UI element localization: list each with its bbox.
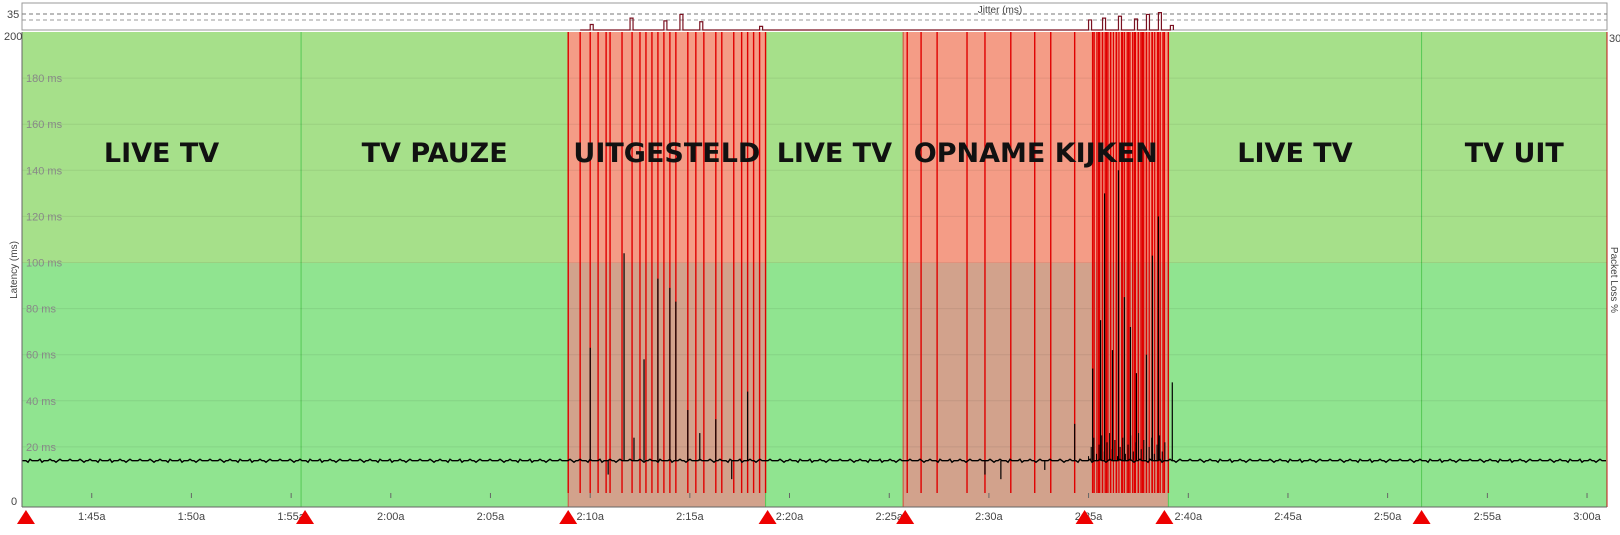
x-tick-label: 2:50a <box>1374 511 1402 523</box>
event-marker[interactable] <box>896 510 915 524</box>
y-tick-label: 60 ms <box>26 350 56 362</box>
segment-label: LIVE TV <box>1237 138 1352 169</box>
segment-upper-band <box>765 32 904 263</box>
y2-axis-top-label: 30 <box>1609 33 1620 45</box>
packet-loss-series <box>567 32 1170 493</box>
plot-area: LIVE TV TV PAUZE UITGESTELD LIVE TV OPNAME K… <box>22 32 1607 507</box>
event-marker[interactable] <box>296 510 315 524</box>
segment-floor-band <box>1421 493 1607 507</box>
y-tick-label: 180 ms <box>26 73 63 85</box>
x-tick-label: 3:00a <box>1573 511 1601 523</box>
x-tick-label: 2:20a <box>776 511 804 523</box>
x-tick-labels: 1:45a 1:50a 1:55a 2:00a 2:05a 2:10a 2:15a 2:20a… <box>78 493 1602 523</box>
axes: 200 0 30 Latency (ms) Packet Loss % 1:45… <box>4 31 1620 524</box>
segment-label: LIVE TV <box>104 138 219 169</box>
y-tick-label: 140 ms <box>26 165 63 177</box>
segment-floor-band <box>765 493 904 507</box>
jitter-title: Jitter (ms) <box>978 5 1022 16</box>
y-tick-label: 20 ms <box>26 442 56 454</box>
segment-lower-band <box>1168 263 1422 493</box>
x-tick-label: 1:45a <box>78 511 106 523</box>
y-tick-label: 160 ms <box>26 119 63 131</box>
x-tick-label: 2:25a <box>875 511 903 523</box>
segment-lower-band <box>568 263 766 493</box>
segment-floor-band <box>1168 493 1422 507</box>
segment-upper-band <box>1421 32 1607 263</box>
y2-axis-title: Packet Loss % <box>1608 247 1619 313</box>
segment-floor-band <box>568 493 766 507</box>
x-tick-label: 2:30a <box>975 511 1003 523</box>
y-axis-top-label: 200 <box>4 31 22 43</box>
jitter-max-label: 35 <box>7 9 19 21</box>
x-tick-label: 2:05a <box>477 511 505 523</box>
x-tick-label: 2:40a <box>1175 511 1203 523</box>
y-tick-labels: 20 ms 40 ms 60 ms 80 ms 100 ms 120 ms 140 ms 16… <box>26 73 63 454</box>
jitter-line <box>580 12 1174 31</box>
y-gridlines <box>22 77 1607 448</box>
jitter-panel: 35 Jitter (ms) <box>7 2 1608 31</box>
event-marker[interactable] <box>758 510 777 524</box>
event-markers[interactable] <box>16 510 1431 524</box>
event-marker[interactable] <box>559 510 578 524</box>
latency-series <box>22 170 1606 480</box>
segment-lower-band <box>301 263 569 493</box>
event-marker[interactable] <box>1155 510 1174 524</box>
segment-upper-band <box>22 32 302 263</box>
y-axis-title: Latency (ms) <box>9 241 20 299</box>
x-tick-label: 2:10a <box>576 511 604 523</box>
segment-floor-band <box>22 493 302 507</box>
segment-upper-band <box>301 32 569 263</box>
x-tick-label: 2:55a <box>1474 511 1502 523</box>
jitter-plot-frame <box>21 2 1608 31</box>
x-tick-label: 2:45a <box>1274 511 1302 523</box>
y-axis-zero-label: 0 <box>11 496 17 508</box>
event-marker[interactable] <box>16 510 35 524</box>
segment-floor-band <box>301 493 569 507</box>
y-tick-label: 40 ms <box>26 396 56 408</box>
segment-label: TV PAUZE <box>362 138 508 169</box>
y-tick-label: 80 ms <box>26 304 56 316</box>
segment-label: TV UIT <box>1465 138 1565 169</box>
segment-label: UITGESTELD <box>573 138 760 169</box>
event-marker[interactable] <box>1075 510 1094 524</box>
segment-lower-band <box>765 263 904 493</box>
segment-label: OPNAME KIJKEN <box>914 138 1158 169</box>
event-marker[interactable] <box>1412 510 1431 524</box>
y-tick-label: 120 ms <box>26 211 63 223</box>
segment-lower-band <box>22 263 302 493</box>
segment-label: LIVE TV <box>777 138 892 169</box>
y-tick-label: 100 ms <box>26 258 63 270</box>
segment-upper-band <box>1168 32 1422 263</box>
segment-upper-band <box>568 32 766 263</box>
latency-line <box>22 458 1606 464</box>
jitter-series <box>580 12 1174 31</box>
segment-labels: LIVE TV TV PAUZE UITGESTELD LIVE TV OPNAME K… <box>104 138 1565 169</box>
segment-floor-band <box>903 493 1169 507</box>
segment-backgrounds <box>22 32 1607 507</box>
x-tick-label: 2:15a <box>676 511 704 523</box>
x-tick-label: 1:50a <box>178 511 206 523</box>
segment-lower-band <box>1421 263 1607 493</box>
x-tick-label: 2:00a <box>377 511 405 523</box>
